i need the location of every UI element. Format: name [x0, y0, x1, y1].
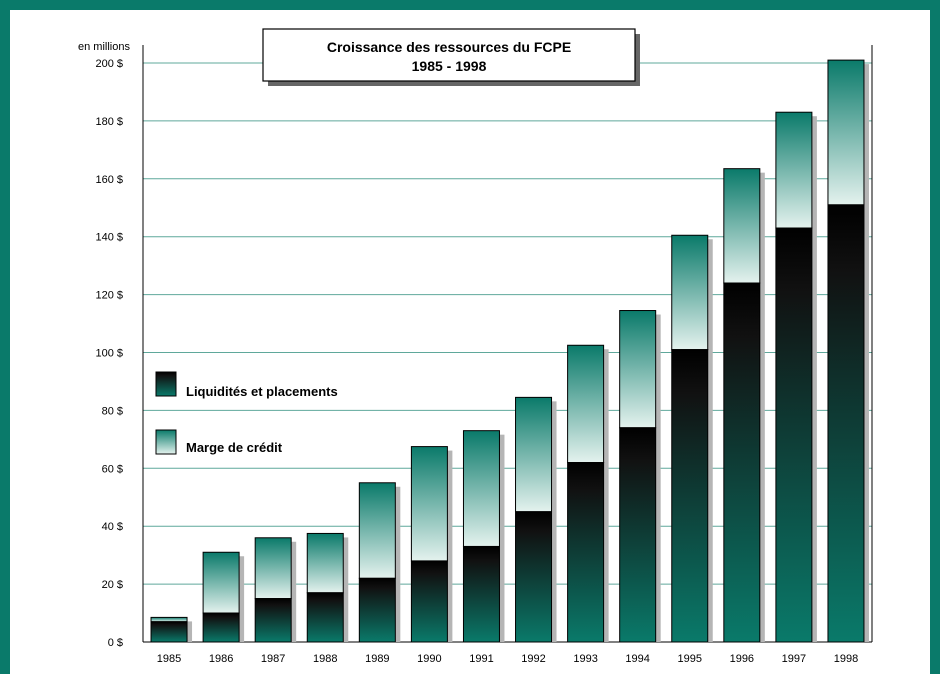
bar-liquidites — [410, 560, 448, 643]
bar-liquidites — [619, 427, 657, 643]
bar-marge-de-credit — [723, 168, 761, 284]
chart-subtitle: 1985 - 1998 — [412, 58, 487, 74]
bar-liquidites — [723, 282, 761, 643]
x-tick-label: 1987 — [261, 653, 285, 665]
legend: Liquidités et placements Marge de crédit — [155, 371, 338, 455]
x-tick-label: 1993 — [573, 653, 597, 665]
x-tick-label: 1995 — [678, 653, 702, 665]
y-tick-label: 120 $ — [95, 290, 123, 302]
legend-swatch-liquidites — [155, 371, 177, 397]
bar-liquidites — [567, 462, 605, 643]
bar-marge-de-credit — [515, 396, 553, 513]
bar-marge-de-credit — [306, 532, 344, 594]
title-box: Croissance des ressources du FCPE 1985 -… — [262, 28, 640, 86]
bar-marge-de-credit — [202, 551, 240, 614]
x-tick-label: 1991 — [469, 653, 493, 665]
bar-liquidites — [462, 545, 500, 643]
y-tick-label: 20 $ — [102, 579, 123, 591]
bar-liquidites — [202, 612, 240, 643]
bar-liquidites — [671, 349, 709, 643]
bar-marge-de-credit — [827, 59, 865, 206]
y-tick-label: 40 $ — [102, 521, 123, 533]
y-tick-label: 100 $ — [95, 348, 123, 360]
y-tick-label: 140 $ — [95, 232, 123, 244]
bar-marge-de-credit — [358, 482, 396, 579]
bar-liquidites — [827, 204, 865, 643]
legend-label-liquidites: Liquidités et placements — [186, 384, 338, 399]
y-tick-label: 0 $ — [108, 637, 123, 649]
x-tick-label: 1998 — [834, 653, 858, 665]
y-tick-label: 180 $ — [95, 116, 123, 128]
y-tick-label: 200 $ — [95, 58, 123, 70]
bar-liquidites — [515, 511, 553, 643]
bar-marge-de-credit — [254, 537, 292, 600]
bar-liquidites — [150, 621, 188, 643]
title-box-panel — [262, 28, 636, 82]
x-tick-label: 1988 — [313, 653, 337, 665]
chart-title: Croissance des ressources du FCPE — [327, 39, 571, 55]
y-tick-label: 60 $ — [102, 463, 123, 475]
bar-marge-de-credit — [150, 616, 188, 623]
bar-marge-de-credit — [619, 310, 657, 429]
legend-label-marge: Marge de crédit — [186, 440, 283, 455]
y-tick-label: 160 $ — [95, 174, 123, 186]
x-tick-label: 1992 — [521, 653, 545, 665]
x-tick-label: 1994 — [625, 653, 649, 665]
x-tick-label: 1989 — [365, 653, 389, 665]
bar-liquidites — [358, 577, 396, 643]
bar-liquidites — [775, 227, 813, 643]
bar-marge-de-credit — [567, 344, 605, 464]
x-tick-label: 1990 — [417, 653, 441, 665]
bar-liquidites — [254, 598, 292, 643]
bar-marge-de-credit — [462, 430, 500, 547]
x-tick-label: 1996 — [730, 653, 754, 665]
x-tick-label: 1997 — [782, 653, 806, 665]
bar-marge-de-credit — [410, 446, 448, 562]
bar-marge-de-credit — [671, 234, 709, 351]
x-tick-label: 1986 — [209, 653, 233, 665]
y-axis-label: en millions — [78, 41, 130, 53]
y-tick-label: 80 $ — [102, 405, 123, 417]
bar-liquidites — [306, 592, 344, 643]
x-tick-label: 1985 — [157, 653, 181, 665]
legend-swatch-marge — [155, 429, 177, 455]
bar-marge-de-credit — [775, 111, 813, 229]
